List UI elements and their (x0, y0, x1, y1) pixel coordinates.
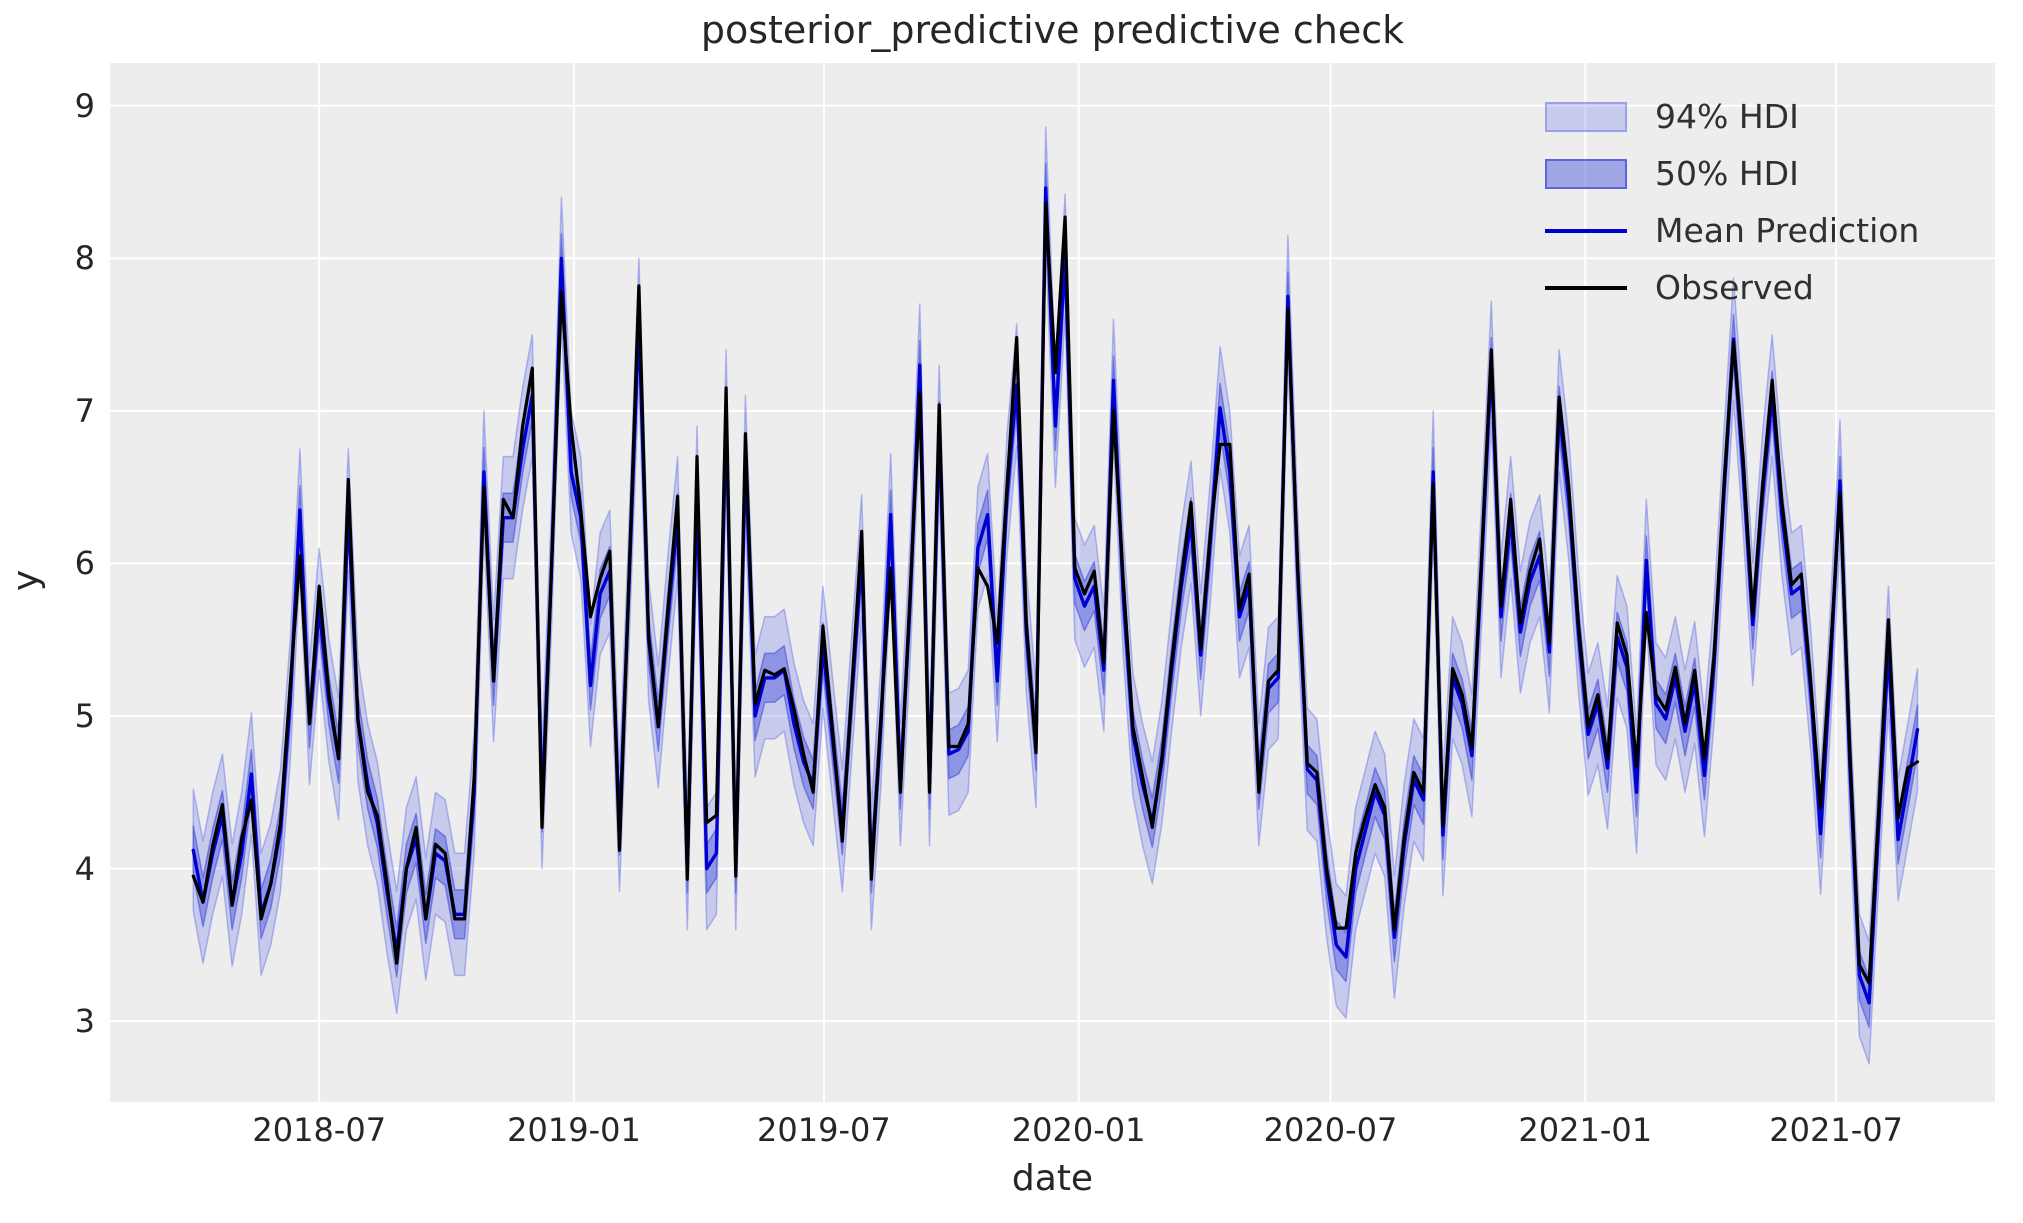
legend-label: 50% HDI (1655, 154, 1799, 193)
chart-title: posterior_predictive predictive check (700, 8, 1405, 52)
hdi-94-swatch-icon (1545, 101, 1627, 132)
x-tick-label: 2020-07 (1263, 1111, 1398, 1149)
legend-item-mean-prediction: Mean Prediction (1545, 202, 1919, 259)
hdi-50-swatch-icon (1545, 158, 1627, 189)
y-tick-label: 3 (74, 1002, 95, 1041)
y-tick-label: 5 (74, 696, 95, 735)
legend: 94% HDI 50% HDI Mean Prediction Observed (1545, 88, 1919, 316)
x-axis-label: date (1011, 1158, 1094, 1199)
observed-line (191, 201, 1920, 985)
y-tick-label: 6 (74, 544, 95, 583)
legend-label: 94% HDI (1655, 97, 1799, 136)
x-tick-label: 2019-07 (757, 1111, 891, 1149)
y-tick-label: 9 (74, 86, 95, 125)
x-tick-label: 2021-01 (1518, 1111, 1653, 1149)
legend-item-94-hdi: 94% HDI (1545, 88, 1919, 145)
x-tick-label: 2018-07 (252, 1111, 387, 1149)
legend-label: Observed (1655, 268, 1814, 307)
legend-item-50-hdi: 50% HDI (1545, 145, 1919, 202)
y-tick-label: 4 (74, 849, 95, 888)
x-tick-label: 2019-01 (507, 1111, 641, 1149)
x-tick-label: 2021-07 (1769, 1111, 1903, 1149)
legend-label: Mean Prediction (1655, 211, 1920, 250)
observed-line-swatch-icon (1545, 285, 1627, 290)
legend-item-observed: Observed (1545, 259, 1919, 316)
y-tick-label: 7 (74, 391, 95, 430)
mean-line-swatch-icon (1545, 228, 1627, 233)
hdi-50-band (192, 162, 1919, 1028)
x-tick-label: 2020-01 (1011, 1111, 1146, 1149)
y-tick-label: 8 (74, 239, 95, 278)
